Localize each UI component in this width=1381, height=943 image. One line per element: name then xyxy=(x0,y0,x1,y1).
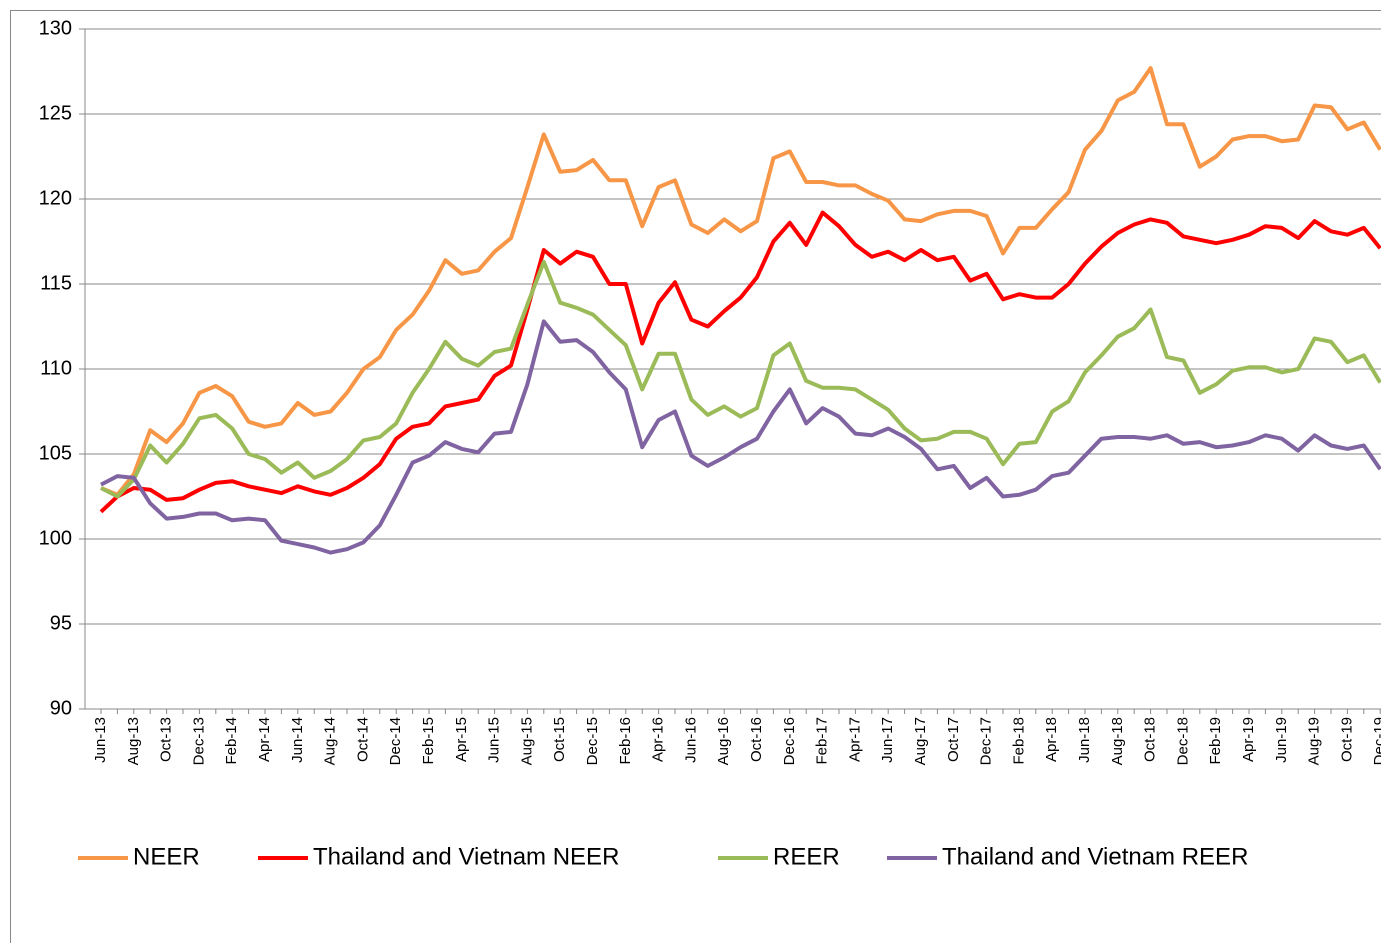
legend-label: Thailand and Vietnam NEER xyxy=(313,843,619,870)
x-tick-label: Oct-15 xyxy=(551,717,568,762)
y-tick-label: 90 xyxy=(50,697,72,719)
chart-frame xyxy=(10,10,1381,943)
x-tick-label: Apr-16 xyxy=(650,717,667,762)
x-tick-label: Apr-17 xyxy=(846,717,863,762)
x-tick-label: Oct-19 xyxy=(1338,717,1355,762)
y-tick-label: 125 xyxy=(39,102,72,124)
y-tick-label: 100 xyxy=(39,527,72,549)
x-tick-label: Jun-16 xyxy=(682,717,699,763)
x-tick-label: Aug-13 xyxy=(125,717,142,765)
x-tick-label: Jun-14 xyxy=(289,717,306,763)
x-tick-label: Apr-18 xyxy=(1043,717,1060,762)
x-tick-label: Apr-14 xyxy=(256,717,273,762)
x-tick-label: Aug-16 xyxy=(715,717,732,765)
x-tick-label: Aug-19 xyxy=(1306,717,1323,765)
x-tick-label: Feb-17 xyxy=(814,717,831,765)
legend-label: REER xyxy=(773,843,840,870)
x-tick-label: Oct-18 xyxy=(1142,717,1159,762)
x-tick-label: Jun-18 xyxy=(1076,717,1093,763)
x-tick-label: Feb-16 xyxy=(617,717,634,765)
series-line xyxy=(99,210,1381,514)
y-tick-label: 120 xyxy=(39,187,72,209)
x-tick-label: Dec-14 xyxy=(387,717,404,765)
series-line xyxy=(100,319,1381,555)
x-tick-label: Dec-17 xyxy=(978,717,995,765)
x-tick-label: Feb-19 xyxy=(1207,717,1224,765)
x-tick-label: Dec-13 xyxy=(190,717,207,765)
legend-label: NEER xyxy=(133,843,200,870)
x-tick-label: Dec-18 xyxy=(1174,717,1191,765)
x-tick-label: Jun-15 xyxy=(486,717,503,763)
y-tick-label: 115 xyxy=(40,272,72,294)
x-tick-label: Aug-17 xyxy=(912,717,929,765)
x-tick-label: Jun-17 xyxy=(879,717,896,763)
x-tick-label: Oct-16 xyxy=(748,717,765,762)
x-tick-label: Oct-17 xyxy=(945,717,962,762)
x-tick-label: Aug-15 xyxy=(518,717,535,765)
x-tick-label: Aug-14 xyxy=(322,717,339,765)
y-tick-label: 95 xyxy=(50,612,72,634)
x-tick-label: Jun-19 xyxy=(1273,717,1290,763)
x-tick-label: Apr-15 xyxy=(453,717,470,762)
x-tick-label: Dec-15 xyxy=(584,717,601,765)
x-tick-label: Feb-18 xyxy=(1010,717,1027,765)
x-tick-label: Feb-14 xyxy=(223,717,240,765)
x-tick-label: Oct-13 xyxy=(158,717,175,762)
x-tick-label: Oct-14 xyxy=(354,717,371,762)
x-tick-label: Feb-15 xyxy=(420,717,437,765)
y-tick-label: 105 xyxy=(39,442,72,464)
legend-label: Thailand and Vietnam REER xyxy=(942,843,1248,870)
x-tick-label: Apr-19 xyxy=(1240,717,1257,762)
y-tick-label: 130 xyxy=(39,17,72,39)
x-tick-label: Aug-18 xyxy=(1109,717,1126,765)
x-tick-label: Dec-16 xyxy=(781,717,798,765)
y-tick-label: 110 xyxy=(40,357,72,379)
series-line xyxy=(100,259,1381,499)
series-line xyxy=(100,66,1381,497)
x-tick-label: Jun-13 xyxy=(92,717,109,763)
x-tick-label: Dec-19 xyxy=(1371,717,1381,765)
